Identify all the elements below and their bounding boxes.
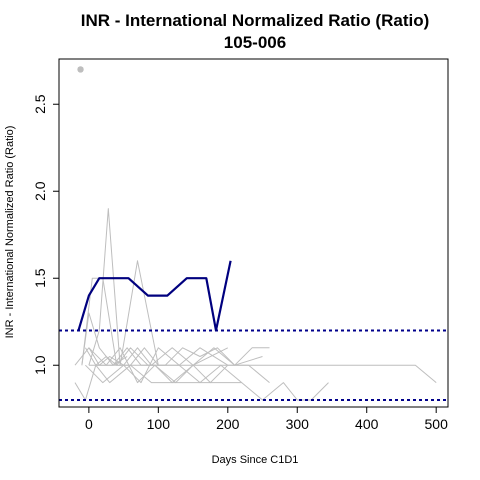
chart-title: INR - International Normalized Ratio (Ra…: [81, 11, 430, 30]
x-tick-label: 0: [85, 416, 93, 432]
x-tick-label: 100: [147, 416, 171, 432]
y-tick-label: 1.0: [32, 355, 48, 375]
background-series-line: [81, 277, 229, 366]
plot-area: [59, 66, 448, 402]
x-axis-label: Days Since C1D1: [212, 454, 299, 466]
y-tick-label: 2.0: [32, 181, 48, 201]
y-tick-label: 2.5: [32, 94, 48, 114]
x-axis: 0 100 200 300 400 500: [85, 406, 449, 432]
background-series-line: [88, 208, 159, 366]
background-series-line: [81, 312, 128, 366]
x-tick-label: 200: [216, 416, 240, 432]
y-axis: 1.0 1.5 2.0 2.5: [32, 94, 60, 375]
data-point: [77, 66, 84, 73]
y-tick-label: 1.5: [32, 268, 48, 288]
x-tick-label: 300: [286, 416, 310, 432]
chart-subtitle: 105-006: [224, 33, 286, 52]
highlight-series-line: [77, 260, 232, 332]
background-series-line: [85, 347, 243, 384]
background-series-line: [95, 347, 329, 401]
background-series-line: [74, 347, 263, 366]
y-axis-label: INR - International Normalized Ratio (Ra…: [4, 126, 16, 339]
x-tick-label: 500: [425, 416, 449, 432]
plot-frame: [58, 58, 449, 408]
x-tick-label: 400: [355, 416, 379, 432]
